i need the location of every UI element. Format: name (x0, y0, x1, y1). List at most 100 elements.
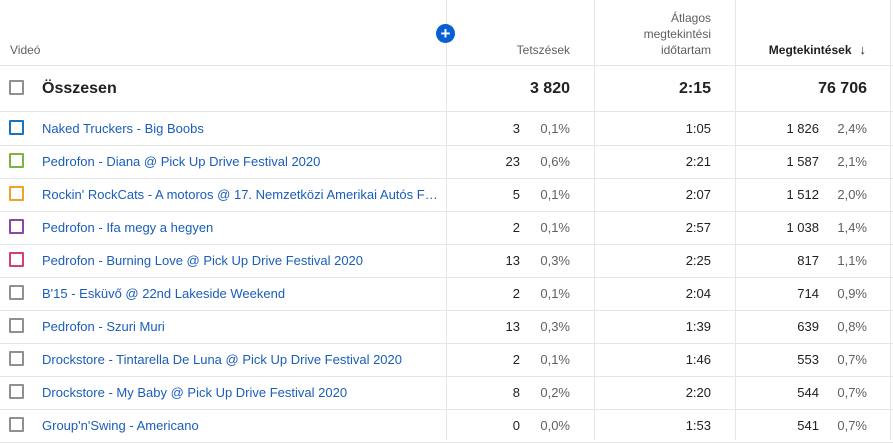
row-checkbox[interactable] (9, 153, 24, 168)
row-checkbox[interactable] (9, 285, 24, 300)
row-divider (0, 111, 893, 112)
avg-duration-column-header[interactable]: Átlagos megtekintési időtartam (571, 10, 711, 58)
likes-value: 8 (512, 385, 520, 400)
arrow-down-icon: ↓ (859, 42, 867, 57)
likes-value: 3 (512, 121, 520, 136)
likes-value: 0 (512, 418, 520, 433)
avg-duration-value: 2:21 (685, 154, 711, 169)
table-row: Naked Truckers - Big Boobs 3 0,1% 1:05 1 826… (0, 112, 893, 145)
table-row: Rockin' RockCats - A motoros @ 17. Nemze… (0, 178, 893, 211)
likes-percent: 0,6% (540, 154, 570, 169)
views-percent: 1,4% (837, 220, 867, 235)
table-row: Pedrofon - Szuri Muri 13 0,3% 1:39 639 0,8% (0, 310, 893, 343)
total-views: 76 706 (818, 80, 867, 97)
video-title-link[interactable]: Rockin' RockCats - A motoros @ 17. Nemze… (42, 187, 440, 202)
column-divider (446, 0, 447, 440)
likes-percent: 0,1% (540, 121, 570, 136)
table-row: Drockstore - Tintarella De Luna @ Pick U… (0, 343, 893, 376)
table-row: Pedrofon - Ifa megy a hegyen 2 0,1% 2:57 1 0… (0, 211, 893, 244)
likes-percent: 0,1% (540, 220, 570, 235)
views-column-header[interactable]: Megtekintések ↓ (769, 42, 866, 58)
avg-duration-header-line: megtekintési (643, 27, 711, 41)
views-value: 714 (797, 286, 819, 301)
avg-duration-value: 2:07 (685, 187, 711, 202)
avg-duration-value: 2:20 (685, 385, 711, 400)
views-value: 1 038 (786, 220, 819, 235)
video-title-link[interactable]: Pedrofon - Szuri Muri (42, 319, 165, 334)
video-title-link[interactable]: Drockstore - Tintarella De Luna @ Pick U… (42, 352, 403, 367)
views-value: 553 (797, 352, 819, 367)
views-percent: 0,8% (837, 319, 867, 334)
table-row: Pedrofon - Burning Love @ Pick Up Drive … (0, 244, 893, 277)
likes-value: 2 (512, 352, 520, 367)
likes-column-header[interactable]: Tetszések (516, 43, 570, 57)
video-title-link[interactable]: Naked Truckers - Big Boobs (42, 121, 204, 136)
row-checkbox[interactable] (9, 351, 24, 366)
views-value: 817 (797, 253, 819, 268)
views-percent: 0,7% (837, 418, 867, 433)
views-value: 541 (797, 418, 819, 433)
likes-value: 23 (505, 154, 520, 169)
avg-duration-value: 1:53 (685, 418, 711, 433)
row-checkbox[interactable] (9, 120, 24, 135)
likes-percent: 0,1% (540, 352, 570, 367)
total-likes: 3 820 (529, 80, 570, 97)
video-title-link[interactable]: Pedrofon - Diana @ Pick Up Drive Festiva… (42, 154, 321, 169)
column-divider (594, 0, 595, 440)
row-checkbox[interactable] (9, 219, 24, 234)
views-percent: 1,1% (837, 253, 867, 268)
avg-duration-value: 2:57 (685, 220, 711, 235)
row-divider (0, 376, 893, 377)
video-title-link[interactable]: Pedrofon - Burning Love @ Pick Up Drive … (42, 253, 364, 268)
row-divider (0, 211, 893, 212)
views-value: 1 512 (786, 187, 819, 202)
row-checkbox[interactable] (9, 186, 24, 201)
likes-value: 13 (505, 319, 520, 334)
total-avg-duration: 2:15 (678, 80, 711, 97)
table-row: Group'n'Swing - Americano 0 0,0% 1:53 541 0,7… (0, 409, 893, 442)
avg-duration-value: 1:46 (685, 352, 711, 367)
row-divider (0, 178, 893, 179)
row-checkbox[interactable] (9, 384, 24, 399)
video-column-header[interactable]: Videó (10, 43, 41, 57)
likes-value: 2 (512, 220, 520, 235)
video-title-link[interactable]: B'15 - Esküvő @ 22nd Lakeside Weekend (42, 286, 286, 301)
likes-value: 2 (512, 286, 520, 301)
table-row: Pedrofon - Diana @ Pick Up Drive Festiva… (0, 145, 893, 178)
likes-percent: 0,3% (540, 253, 570, 268)
likes-percent: 0,1% (540, 187, 570, 202)
table-header: Videó + Tetszések Átlagos megtekintési i… (0, 0, 893, 65)
views-value: 544 (797, 385, 819, 400)
avg-duration-value: 1:05 (685, 121, 711, 136)
row-divider (0, 244, 893, 245)
row-checkbox[interactable] (9, 417, 24, 432)
likes-value: 13 (505, 253, 520, 268)
avg-duration-header-line: Átlagos (670, 11, 711, 25)
likes-percent: 0,1% (540, 286, 570, 301)
row-divider (0, 310, 893, 311)
likes-percent: 0,3% (540, 319, 570, 334)
table-row: Drockstore - My Baby @ Pick Up Drive Fes… (0, 376, 893, 409)
views-percent: 2,4% (837, 121, 867, 136)
video-title-link[interactable]: Group'n'Swing - Americano (42, 418, 199, 433)
row-divider (0, 145, 893, 146)
row-checkbox[interactable] (9, 252, 24, 267)
column-divider (735, 0, 736, 440)
total-row: Összesen 3 820 2:15 76 706 (0, 65, 893, 111)
avg-duration-value: 2:25 (685, 253, 711, 268)
views-percent: 0,9% (837, 286, 867, 301)
video-title-link[interactable]: Pedrofon - Ifa megy a hegyen (42, 220, 214, 235)
avg-duration-header-line: időtartam (660, 43, 711, 57)
likes-percent: 0,2% (540, 385, 570, 400)
views-header-label: Megtekintések (768, 43, 852, 57)
views-value: 639 (797, 319, 819, 334)
row-divider (0, 65, 893, 66)
select-all-checkbox[interactable] (9, 80, 24, 95)
row-divider (0, 277, 893, 278)
video-title-link[interactable]: Drockstore - My Baby @ Pick Up Drive Fes… (42, 385, 348, 400)
views-percent: 0,7% (837, 385, 867, 400)
row-checkbox[interactable] (9, 318, 24, 333)
likes-percent: 0,0% (540, 418, 570, 433)
add-metric-button[interactable]: + (436, 24, 455, 43)
views-value: 1 826 (786, 121, 819, 136)
